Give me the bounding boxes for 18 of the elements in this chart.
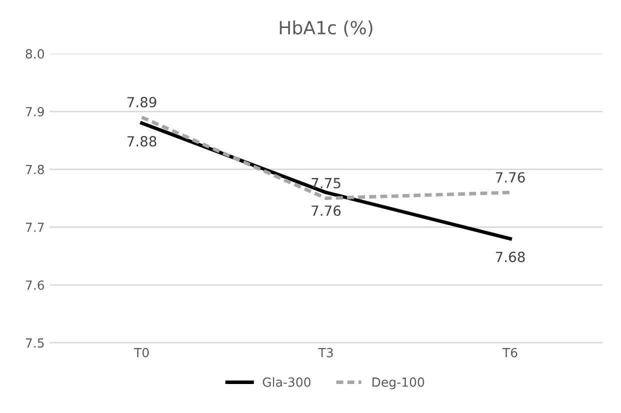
text: 7.5 xyxy=(26,338,44,348)
x-tick-label: T0 xyxy=(134,348,149,358)
text: 7.7 xyxy=(26,222,44,232)
text: 7.6 xyxy=(26,280,44,290)
data-label: 7.75 xyxy=(312,178,340,188)
legend-label: Gla-300 xyxy=(262,377,310,387)
legend-label: Deg-100 xyxy=(372,377,424,390)
data-label: 7.68 xyxy=(496,252,525,262)
data-label: 7.76 xyxy=(312,205,341,216)
data-label: 7.88 xyxy=(127,136,156,147)
data-label: 7.89 xyxy=(127,96,156,108)
text: 7.9 xyxy=(26,106,44,116)
x-tick-label: T6 xyxy=(502,348,518,358)
text: 8.0 xyxy=(26,49,44,59)
text: 7.8 xyxy=(26,164,44,174)
chart-title: HbA1c (%) xyxy=(280,20,372,37)
data-label: 7.76 xyxy=(496,172,525,183)
x-tick-label: T3 xyxy=(318,348,333,358)
